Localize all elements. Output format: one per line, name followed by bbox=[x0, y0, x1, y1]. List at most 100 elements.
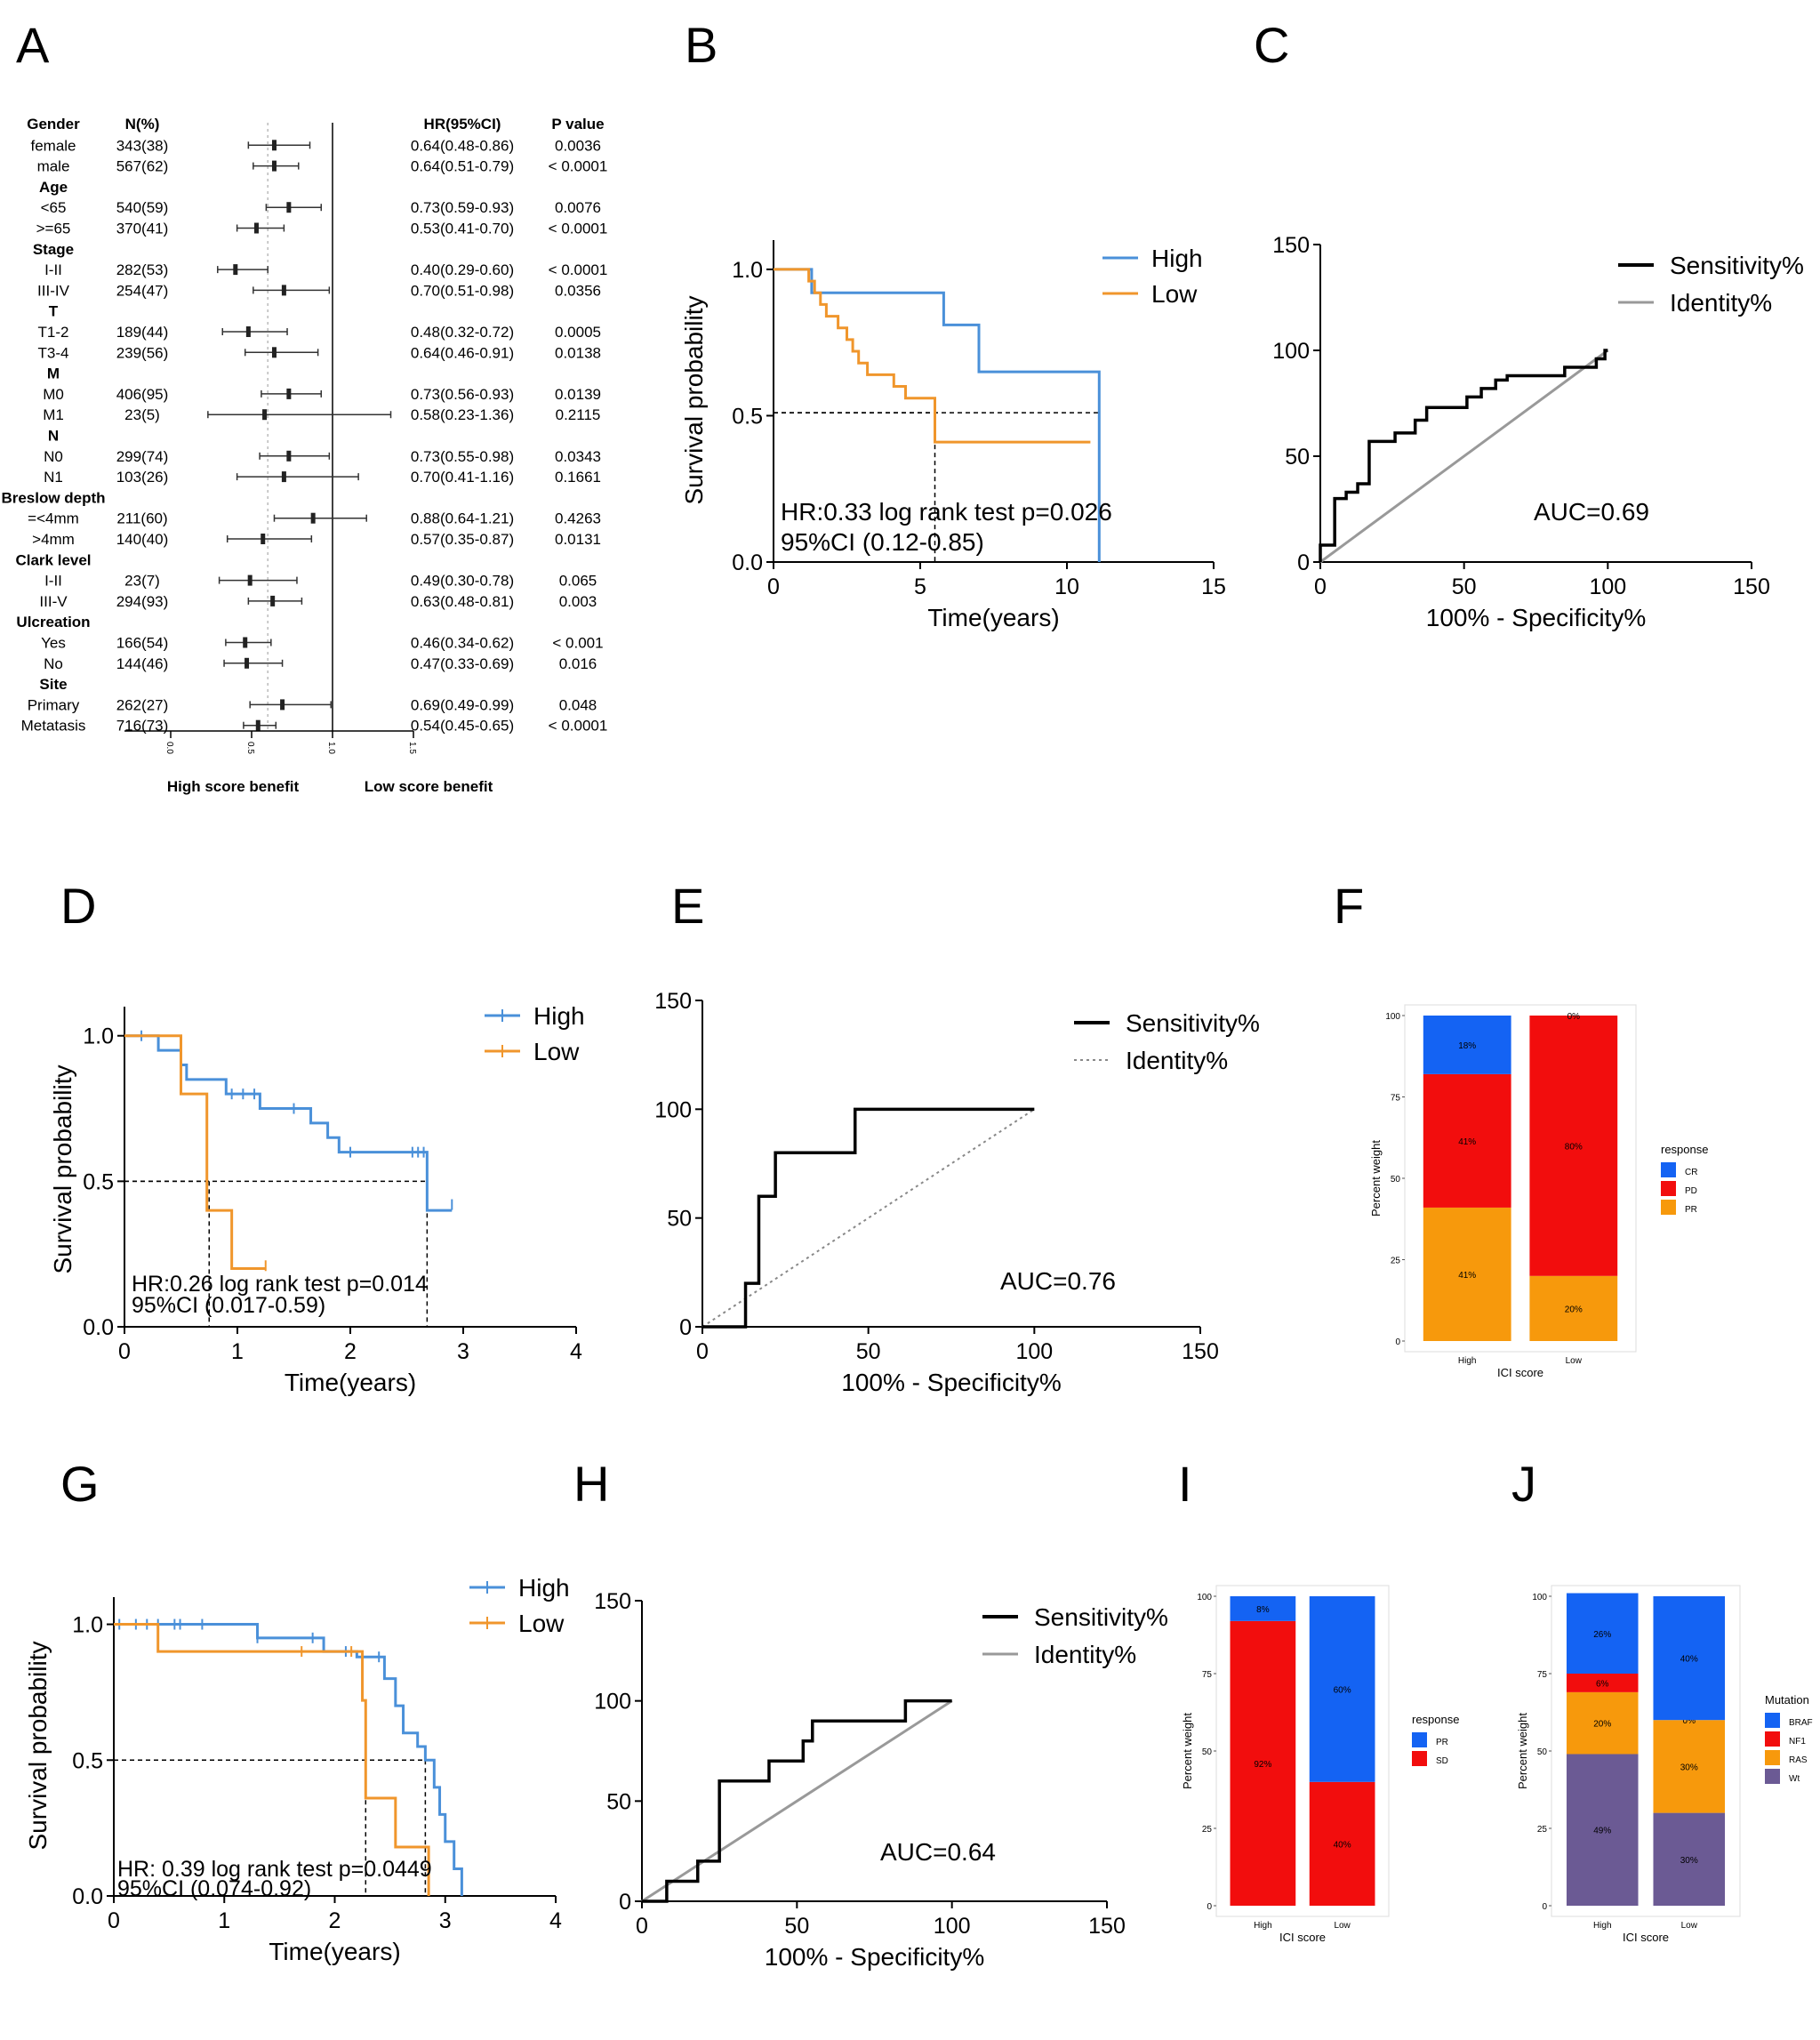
identity-line bbox=[641, 1699, 953, 1903]
bar-segment-nf1 bbox=[1566, 1674, 1639, 1692]
forest-row-hr: 0.46(0.34-0.62) bbox=[411, 635, 514, 652]
bar-segment-braf bbox=[1566, 1593, 1639, 1674]
bar-value-label: 40% bbox=[1334, 1840, 1351, 1850]
bar-segment-pr bbox=[1423, 1207, 1511, 1341]
panel-label-E: E bbox=[671, 878, 704, 934]
x-tick-label: 3 bbox=[439, 1908, 452, 1933]
y-tick-label: 50 bbox=[1285, 445, 1310, 470]
forest-row-hr: 0.64(0.51-0.79) bbox=[411, 158, 514, 175]
bar-segment-braf bbox=[1653, 1596, 1726, 1721]
x-tick-label: 3 bbox=[457, 1339, 469, 1364]
forest-row-n: 166(54) bbox=[116, 635, 169, 652]
legend-title: response bbox=[1661, 1143, 1708, 1156]
y-tick-label: 150 bbox=[594, 1589, 631, 1614]
legend-swatch-pr bbox=[1412, 1732, 1427, 1747]
y-tick-label: 25 bbox=[1202, 1825, 1213, 1835]
y-tick-label: 150 bbox=[1272, 233, 1310, 258]
forest-x-tick-label: 0.0 bbox=[164, 742, 174, 754]
panel-label-I: I bbox=[1178, 1456, 1192, 1512]
forest-row-p: 0.0343 bbox=[555, 448, 601, 465]
legend-label: Identity% bbox=[1126, 1047, 1228, 1074]
y-tick-label: 0 bbox=[619, 1890, 631, 1915]
legend-swatch-nf1 bbox=[1765, 1731, 1780, 1747]
panel-label-H: H bbox=[573, 1456, 609, 1512]
x-tick-label: 50 bbox=[1452, 574, 1477, 599]
forest-x-tick-label: 0.5 bbox=[245, 742, 255, 754]
forest-group-header: N bbox=[48, 428, 59, 445]
y-tick-label: 1.0 bbox=[72, 1613, 103, 1638]
bar-segment-pd bbox=[1529, 1016, 1618, 1276]
forest-row-hr: 0.70(0.41-1.16) bbox=[411, 469, 514, 486]
km-curve-low bbox=[774, 268, 1091, 444]
legend-label: Identity% bbox=[1034, 1641, 1136, 1668]
km-curve-high bbox=[774, 268, 1101, 562]
x-axis-label: 100% - Specificity% bbox=[841, 1369, 1061, 1396]
forest-xlabel-right: Low score benefit bbox=[365, 778, 493, 795]
x-axis-label: ICI score bbox=[1279, 1931, 1326, 1944]
roc-plot-E: 0 50 100 150 0 50 100 150 100% - Specificity% Sen… bbox=[654, 989, 1260, 1396]
bar-value-label: 8% bbox=[1256, 1605, 1270, 1615]
forest-row-hr: 0.40(0.29-0.60) bbox=[411, 261, 514, 278]
panel-label-J: J bbox=[1511, 1456, 1536, 1512]
forest-header-n: N(%) bbox=[125, 116, 160, 133]
forest-row-p: 0.0356 bbox=[555, 282, 601, 299]
y-tick-label: 0.5 bbox=[72, 1748, 103, 1773]
annotation-text: 95%CI (0.017-0.59) bbox=[132, 1293, 325, 1318]
bar-value-label: 20% bbox=[1593, 1720, 1611, 1730]
forest-row-p: 0.1661 bbox=[555, 469, 601, 486]
bar-value-label: 80% bbox=[1565, 1142, 1583, 1152]
forest-point bbox=[262, 409, 268, 421]
forest-point bbox=[271, 140, 277, 151]
forest-row-n: 282(53) bbox=[116, 261, 169, 278]
x-tick-label: 2 bbox=[344, 1339, 357, 1364]
bar-segment-pr bbox=[1529, 1275, 1618, 1341]
forest-row-p: 0.016 bbox=[559, 655, 597, 672]
legend-label: Sensitivity% bbox=[1034, 1603, 1168, 1631]
y-tick-label: 0.5 bbox=[732, 404, 763, 429]
forest-row-p: < 0.0001 bbox=[549, 261, 608, 278]
forest-row-label: Yes bbox=[41, 635, 66, 652]
y-tick-label: 100 bbox=[654, 1097, 692, 1122]
forest-row-label: Primary bbox=[28, 696, 80, 713]
bar-value-label: 40% bbox=[1680, 1655, 1698, 1665]
x-tick-label: 0 bbox=[696, 1339, 709, 1364]
legend-label: High bbox=[533, 1002, 585, 1030]
x-tick-label: 4 bbox=[549, 1908, 562, 1933]
bar-value-label: 41% bbox=[1458, 1271, 1476, 1281]
forest-header-p: P value bbox=[551, 116, 604, 133]
bar-segment-ras bbox=[1653, 1720, 1726, 1813]
forest-header-group: Gender bbox=[27, 116, 80, 133]
forest-point bbox=[245, 326, 251, 337]
y-tick-label: 100 bbox=[1272, 339, 1310, 364]
annotation-text: HR:0.26 log rank test p=0.014 bbox=[132, 1272, 428, 1297]
forest-group-header: Breslow depth bbox=[1, 489, 105, 506]
forest-row-n: 144(46) bbox=[116, 655, 169, 672]
stacked-bar-F: 0 25 50 75 100 41% 41% 18% High 20% 80% 0% Low ICI sc… bbox=[1369, 1004, 1708, 1379]
y-tick-label: 0.0 bbox=[72, 1884, 103, 1909]
forest-row-label: N1 bbox=[44, 469, 63, 486]
bar-value-label: 0% bbox=[1567, 1012, 1581, 1022]
forest-point bbox=[243, 637, 248, 648]
forest-point bbox=[233, 264, 238, 276]
y-tick-label: 0 bbox=[1297, 550, 1310, 575]
legend-label: High bbox=[518, 1574, 570, 1602]
y-tick-label: 150 bbox=[654, 989, 692, 1014]
forest-row-p: 0.4263 bbox=[555, 510, 601, 527]
legend-label: Low bbox=[1151, 280, 1198, 308]
forest-row-label: >4mm bbox=[32, 531, 75, 548]
x-tick-label: Low bbox=[1566, 1356, 1583, 1366]
panel-label-B: B bbox=[685, 17, 718, 73]
km-plot-D: 0 1 2 3 4 0.0 0.5 1.0 Time(years) Survival probab… bbox=[49, 1002, 585, 1396]
forest-point bbox=[245, 657, 250, 669]
bar-value-label: 0% bbox=[1683, 1716, 1696, 1726]
x-tick-label: High bbox=[1254, 1921, 1272, 1931]
x-tick-label: 10 bbox=[1054, 574, 1079, 599]
forest-row-p: < 0.0001 bbox=[549, 158, 608, 175]
forest-row-hr: 0.47(0.33-0.69) bbox=[411, 655, 514, 672]
x-axis-label: ICI score bbox=[1623, 1931, 1669, 1944]
forest-row-p: 0.065 bbox=[559, 573, 597, 590]
x-tick-label: 0 bbox=[636, 1914, 648, 1939]
legend-swatch-wt bbox=[1765, 1769, 1780, 1784]
forest-point bbox=[280, 699, 285, 711]
